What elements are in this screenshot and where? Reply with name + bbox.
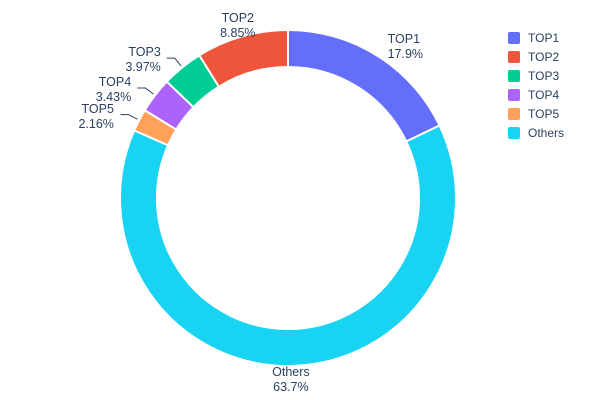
legend: TOP1 TOP2 TOP3 TOP4 TOP5 Others [508, 32, 564, 139]
legend-label: TOP1 [528, 31, 560, 45]
legend-label: TOP5 [528, 107, 560, 121]
legend-swatch-top3 [508, 70, 520, 82]
legend-item-top1[interactable]: TOP1 [508, 32, 564, 44]
legend-item-top4[interactable]: TOP4 [508, 89, 564, 101]
legend-swatch-top4 [508, 89, 520, 101]
slice-label-top4: TOP4 3.43% [96, 75, 132, 104]
slice-others[interactable] [119, 124, 457, 367]
label-leader-line [166, 57, 182, 67]
legend-item-top3[interactable]: TOP3 [508, 70, 564, 82]
slice-label-others: Others 63.7% [272, 365, 310, 394]
legend-swatch-others [508, 127, 520, 139]
label-leader-line [137, 87, 154, 95]
legend-swatch-top2 [508, 51, 520, 63]
legend-item-top2[interactable]: TOP2 [508, 51, 564, 63]
legend-swatch-top1 [508, 32, 520, 44]
legend-item-others[interactable]: Others [508, 127, 564, 139]
slice-label-top1: TOP1 17.9% [388, 32, 423, 61]
legend-label: TOP3 [528, 69, 560, 83]
slice-label-top3: TOP3 3.97% [125, 45, 161, 74]
slice-label-top2: TOP2 8.85% [220, 11, 255, 40]
label-leader-line [120, 114, 138, 120]
legend-label: Others [528, 126, 565, 140]
legend-item-top5[interactable]: TOP5 [508, 108, 564, 120]
legend-swatch-top5 [508, 108, 520, 120]
slice-label-top5: TOP5 2.16% [78, 102, 114, 131]
slice-top2[interactable] [197, 28, 289, 89]
legend-label: TOP4 [528, 88, 560, 102]
legend-label: TOP2 [528, 50, 560, 64]
